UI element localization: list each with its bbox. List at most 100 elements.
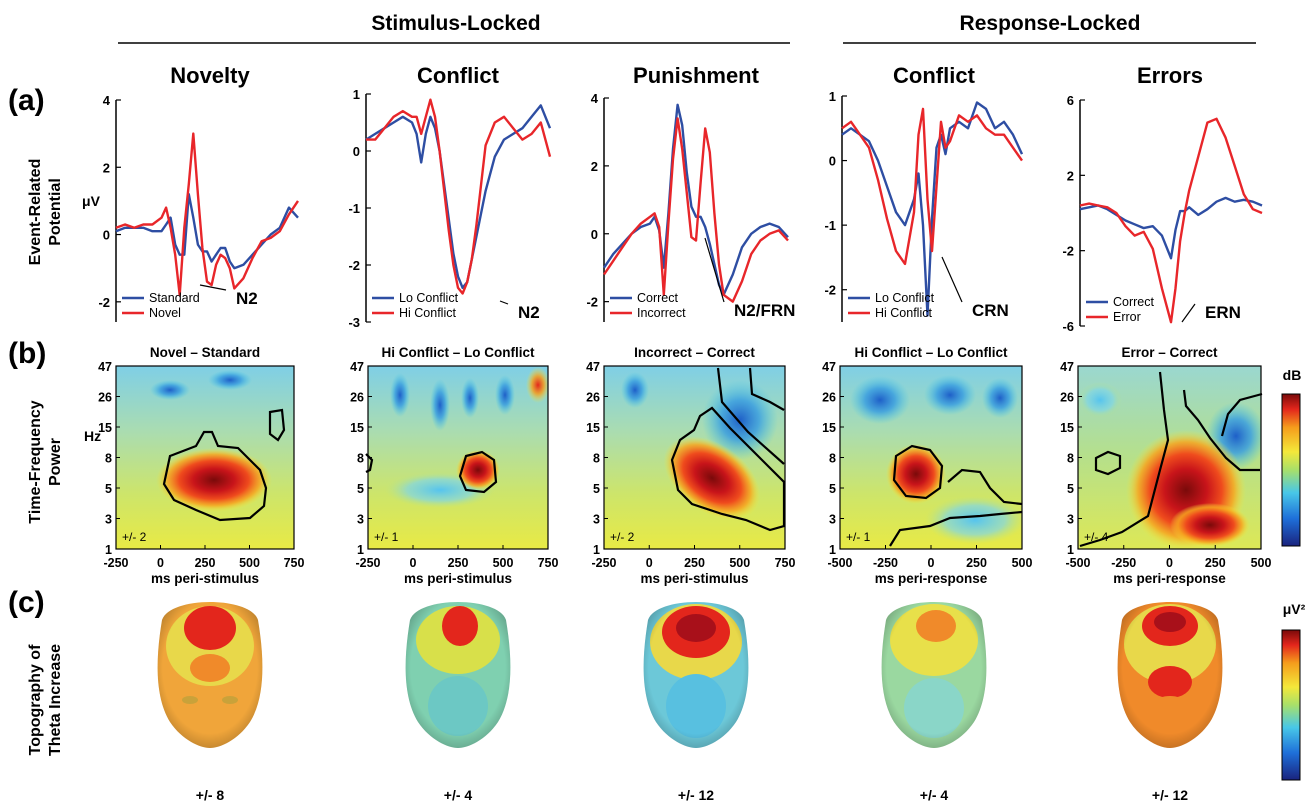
y-tick-label: -2 bbox=[824, 283, 836, 298]
y-tick-label: -6 bbox=[1062, 319, 1074, 334]
y-tick-label: 0 bbox=[353, 144, 360, 159]
tf-blob bbox=[850, 376, 910, 424]
tf-heatmap-novelty bbox=[116, 366, 294, 549]
x-tick-label: 250 bbox=[448, 556, 469, 570]
x-axis-label: ms peri-response bbox=[1113, 571, 1226, 586]
y-tick-label: 5 bbox=[593, 482, 600, 496]
legend-label: Correct bbox=[1113, 295, 1155, 309]
topo-range-label: +/- 12 bbox=[678, 787, 714, 803]
tf-contour bbox=[670, 406, 786, 532]
row-title-line: Power bbox=[47, 438, 64, 486]
legend-label: Novel bbox=[149, 306, 181, 320]
y-tick-label: 1 bbox=[1067, 543, 1074, 557]
x-tick-label: -250 bbox=[1111, 556, 1136, 570]
y-tick-label: 3 bbox=[105, 513, 112, 527]
tf-contour bbox=[458, 450, 498, 494]
x-tick-label: -250 bbox=[873, 556, 898, 570]
tf-blob bbox=[1078, 382, 1122, 418]
row-title-line: Event-Related bbox=[27, 159, 44, 266]
annotation-label: N2/FRN bbox=[734, 301, 795, 320]
x-tick-label: 750 bbox=[538, 556, 559, 570]
tf-panel: Error – Correct 1 3 5 8 15 26 47 -500 -250 0 250 500… bbox=[1060, 345, 1271, 586]
head-shape bbox=[405, 602, 511, 748]
tf-title: Novel – Standard bbox=[150, 345, 260, 360]
annotation-label: N2 bbox=[518, 303, 540, 322]
legend-label: Standard bbox=[149, 291, 200, 305]
y-tick-label: 5 bbox=[1067, 482, 1074, 496]
y-tick-label: 3 bbox=[829, 513, 836, 527]
head-shape bbox=[1117, 602, 1223, 748]
tf-contour bbox=[1220, 392, 1263, 437]
x-tick-label: 0 bbox=[410, 556, 417, 570]
y-tick-label: 26 bbox=[822, 391, 836, 405]
x-tick-label: 0 bbox=[928, 556, 935, 570]
group-header-response: Response-Locked bbox=[960, 12, 1141, 35]
y-tick-label: 0 bbox=[591, 227, 598, 242]
topo-range-label: +/- 8 bbox=[196, 787, 225, 803]
y-tick-label: 26 bbox=[1060, 391, 1074, 405]
annotation-pointer bbox=[1181, 303, 1196, 323]
tf-range-label: +/- 4 bbox=[1084, 530, 1109, 544]
tf-blob bbox=[456, 450, 500, 490]
series-line-blue bbox=[365, 104, 552, 289]
x-tick-label: 250 bbox=[195, 556, 216, 570]
y-tick-label: 2 bbox=[591, 159, 598, 174]
group-header-stimulus: Stimulus-Locked bbox=[371, 12, 540, 35]
topo-head-punishment bbox=[643, 602, 749, 748]
y-tick-label: -1 bbox=[824, 218, 836, 233]
tf-panel: Incorrect – Correct 1 3 5 8 15 26 47 -250 0 250 500… bbox=[586, 345, 795, 586]
tf-blob bbox=[150, 380, 190, 400]
tf-blob bbox=[208, 370, 252, 390]
series-line-red bbox=[366, 98, 552, 295]
x-tick-label: 500 bbox=[493, 556, 514, 570]
tf-unit-label: Hz bbox=[84, 428, 101, 444]
y-tick-label: 47 bbox=[822, 360, 836, 374]
tf-blob bbox=[621, 372, 649, 408]
annotation-pointer bbox=[499, 300, 509, 305]
y-tick-label: 6 bbox=[1067, 93, 1074, 108]
y-tick-label: 2 bbox=[103, 160, 110, 175]
column-title: Conflict bbox=[417, 63, 500, 88]
y-tick-label: 0 bbox=[103, 228, 110, 243]
tf-colorbar-label: dB bbox=[1283, 367, 1302, 383]
y-tick-label: 8 bbox=[1067, 452, 1074, 466]
y-tick-label: 3 bbox=[357, 513, 364, 527]
row-title-tf: Time-Frequency Power bbox=[27, 400, 64, 523]
x-tick-label: 0 bbox=[1166, 556, 1173, 570]
y-tick-label: 1 bbox=[593, 543, 600, 557]
row-title-line: Potential bbox=[47, 178, 64, 246]
x-tick-label: 750 bbox=[775, 556, 796, 570]
tf-panel: Novel – Standard 1 3 5 8 15 26 47 -250 0 250 500 750… bbox=[98, 345, 304, 586]
y-tick-label: 26 bbox=[350, 391, 364, 405]
tf-contour bbox=[1094, 450, 1122, 476]
legend-label: Error bbox=[1113, 310, 1141, 324]
legend-label: Incorrect bbox=[637, 306, 686, 320]
series-line-red bbox=[1079, 117, 1263, 324]
tf-contour bbox=[716, 367, 785, 465]
y-tick-label: 47 bbox=[586, 360, 600, 374]
annotation-pointer bbox=[941, 256, 963, 303]
row-letter-c: (c) bbox=[8, 586, 45, 619]
y-tick-label: 0 bbox=[829, 154, 836, 169]
series-line-blue bbox=[841, 101, 1024, 317]
tf-title: Error – Correct bbox=[1121, 345, 1218, 360]
y-tick-label: 1 bbox=[105, 543, 112, 557]
series-line-red bbox=[115, 132, 299, 297]
topo-head-novelty bbox=[157, 602, 263, 748]
y-tick-label: 1 bbox=[829, 89, 836, 104]
y-tick-label: 15 bbox=[822, 421, 836, 435]
tf-blob bbox=[390, 373, 410, 417]
tf-colorbar bbox=[1281, 393, 1301, 547]
tf-panel: Hi Conflict – Lo Conflict 1 3 5 8 15 26 47 -500 -… bbox=[822, 345, 1032, 586]
y-tick-label: -2 bbox=[1062, 244, 1074, 259]
column-title: Novelty bbox=[170, 63, 250, 88]
annotation-label: N2 bbox=[236, 289, 258, 308]
y-tick-label: 47 bbox=[1060, 360, 1074, 374]
y-tick-label: 3 bbox=[1067, 513, 1074, 527]
y-tick-label: 4 bbox=[103, 93, 111, 108]
legend-label: Lo Conflict bbox=[875, 291, 935, 305]
tf-title: Hi Conflict – Lo Conflict bbox=[855, 345, 1008, 360]
topo-range-label: +/- 12 bbox=[1152, 787, 1188, 803]
tf-contour bbox=[889, 510, 1023, 547]
